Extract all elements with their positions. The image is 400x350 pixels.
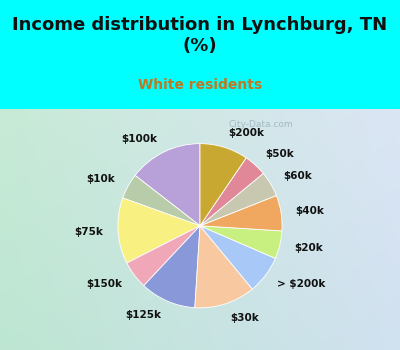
Text: $200k: $200k (228, 128, 264, 138)
Wedge shape (118, 198, 200, 263)
Text: $100k: $100k (121, 134, 157, 144)
Wedge shape (200, 196, 282, 231)
Text: > $200k: > $200k (278, 279, 326, 289)
Text: Income distribution in Lynchburg, TN
(%): Income distribution in Lynchburg, TN (%) (12, 16, 388, 55)
Text: $40k: $40k (296, 205, 324, 216)
Wedge shape (200, 173, 276, 226)
Text: City-Data.com: City-Data.com (228, 120, 293, 129)
Text: White residents: White residents (138, 78, 262, 92)
Wedge shape (135, 144, 200, 226)
Text: $60k: $60k (283, 172, 312, 181)
Text: $150k: $150k (86, 279, 122, 289)
Wedge shape (200, 226, 282, 258)
Wedge shape (200, 226, 275, 289)
Text: $30k: $30k (230, 313, 259, 323)
Text: $20k: $20k (294, 243, 323, 253)
Text: $125k: $125k (126, 310, 162, 320)
Wedge shape (123, 175, 200, 226)
Text: $50k: $50k (265, 149, 294, 159)
Wedge shape (195, 226, 252, 308)
Wedge shape (200, 158, 263, 226)
Wedge shape (127, 226, 200, 286)
Wedge shape (200, 144, 246, 226)
Wedge shape (144, 226, 200, 308)
Text: $75k: $75k (74, 227, 103, 237)
Text: $10k: $10k (86, 174, 115, 184)
